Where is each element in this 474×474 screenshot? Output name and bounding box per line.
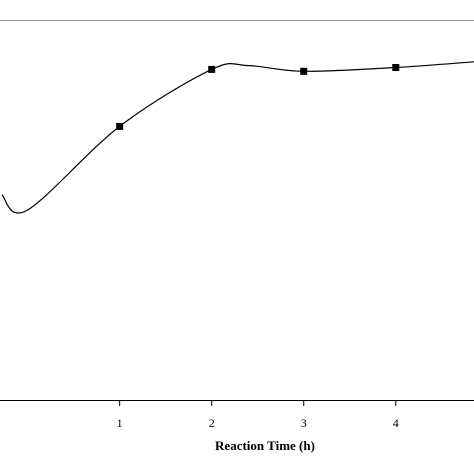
data-point-marker — [208, 65, 216, 73]
series-line — [1, 61, 474, 214]
data-point-marker — [300, 67, 308, 75]
x-axis-tick-labels: 1 2 3 4 — [117, 416, 399, 430]
x-axis-ticks — [119, 400, 397, 406]
x-tick-label: 1 — [117, 416, 123, 430]
series-markers — [116, 64, 400, 130]
x-tick-label: 3 — [301, 416, 307, 430]
x-tick-label: 2 — [209, 416, 215, 430]
x-tick-label: 4 — [393, 416, 399, 430]
data-point-marker — [392, 64, 400, 71]
data-point-marker — [116, 122, 124, 130]
x-axis-title: Reaction Time (h) — [215, 438, 315, 453]
